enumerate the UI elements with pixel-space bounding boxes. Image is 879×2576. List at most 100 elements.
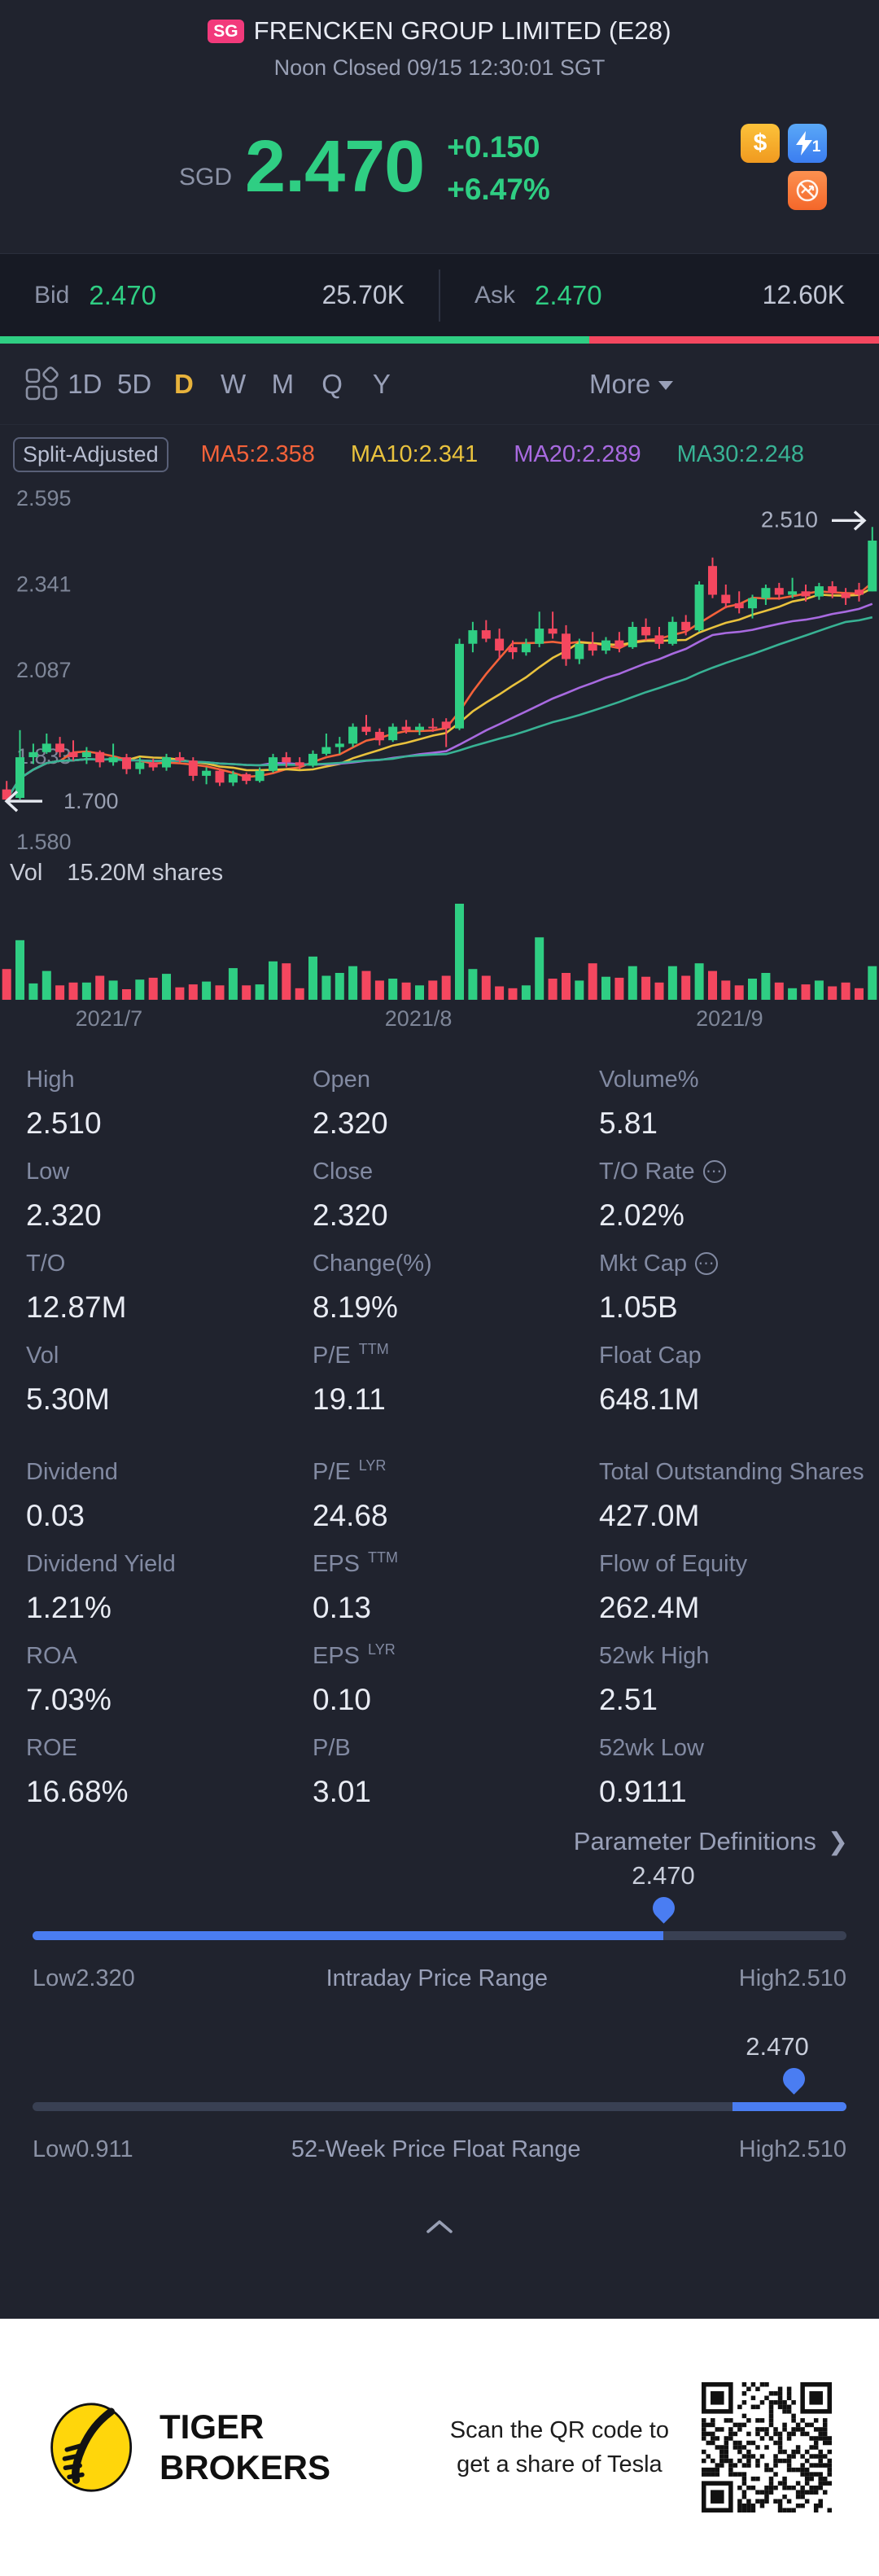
ma-legend-item: MA20:2.289 bbox=[514, 440, 641, 467]
tab-m[interactable]: M bbox=[271, 368, 295, 399]
parameter-definitions-link[interactable]: Parameter Definitions ❯ bbox=[0, 1827, 879, 1856]
tab-w[interactable]: W bbox=[221, 368, 247, 399]
tab-d[interactable]: D bbox=[173, 368, 194, 399]
flash-order-icon[interactable]: 1 bbox=[788, 124, 827, 163]
volume-bar bbox=[122, 989, 131, 1000]
chevron-down-icon bbox=[658, 381, 674, 390]
high-price-marker-label: 2.510 bbox=[761, 506, 818, 532]
candle-body bbox=[548, 629, 558, 634]
tab-y[interactable]: Y bbox=[372, 368, 391, 399]
split-adjusted-pill[interactable]: Split-Adjusted bbox=[13, 436, 168, 472]
stat-value: 2.02% bbox=[599, 1198, 684, 1232]
volume-bar bbox=[601, 976, 610, 1000]
stat-value: 0.13 bbox=[313, 1591, 372, 1624]
stat-roe: ROE 16.68% bbox=[26, 1735, 313, 1827]
candle-body bbox=[588, 643, 597, 651]
candle-body bbox=[562, 633, 571, 659]
52wk-price-marker bbox=[778, 2063, 810, 2095]
volume-bar bbox=[521, 985, 531, 1000]
52wk-range-title: 52-Week Price Float Range bbox=[291, 2136, 581, 2162]
candle-body bbox=[721, 594, 731, 603]
volume-bar bbox=[667, 966, 677, 1000]
chevron-right-icon: ❯ bbox=[827, 1828, 848, 1855]
change-percent: +6.47% bbox=[447, 173, 550, 206]
volume-bar bbox=[148, 977, 158, 1000]
bid-ratio-segment bbox=[0, 336, 589, 344]
stat-label-superscript: TTM bbox=[358, 1341, 389, 1357]
volume-bar bbox=[55, 985, 65, 1000]
stat-value: 2.320 bbox=[313, 1198, 388, 1232]
stat-value: 5.30M bbox=[26, 1382, 110, 1416]
prev-close-marker-label: 1.700 bbox=[63, 789, 119, 813]
candle-body bbox=[81, 751, 91, 757]
volume-bar bbox=[108, 980, 118, 1000]
volume-bar bbox=[42, 970, 51, 1000]
stats-grid: High 2.510 Open 2.320 Volume% 5.81 Low 2.320 Clo… bbox=[0, 1039, 879, 1827]
collapse-panel-button[interactable] bbox=[0, 2190, 879, 2263]
x-axis-tick: 2021/8 bbox=[384, 1006, 453, 1031]
bid-size: 25.70K bbox=[321, 280, 405, 309]
candle-body bbox=[388, 726, 398, 741]
footer-banner: TIGER BROKERS Scan the QR code to get a … bbox=[0, 2319, 879, 2576]
stat-label-text: Low bbox=[26, 1159, 70, 1185]
brand-line1: TIGER bbox=[160, 2407, 265, 2447]
bid-price: 2.470 bbox=[89, 279, 156, 310]
candle-body bbox=[628, 627, 637, 647]
candle-body bbox=[295, 762, 304, 766]
price-chart[interactable]: 2.595 2.341 2.087 1.833 1.580 2.510 1.700 bbox=[0, 484, 879, 854]
candle-body bbox=[361, 726, 371, 732]
candle-body bbox=[774, 588, 784, 595]
intraday-slider-track bbox=[33, 1931, 846, 1940]
stat-value: 648.1M bbox=[599, 1382, 700, 1416]
volume-bar bbox=[242, 985, 251, 1000]
volume-chart[interactable] bbox=[0, 894, 879, 1005]
volume-bar bbox=[654, 982, 664, 1000]
volume-bar bbox=[188, 984, 198, 1000]
period-tabs: 1D 5D D W M Q Y bbox=[60, 369, 406, 400]
tab-more[interactable]: More bbox=[406, 369, 856, 400]
volume-bar bbox=[68, 982, 78, 1000]
volume-bar bbox=[15, 940, 24, 1000]
header: SG FRENCKEN GROUP LIMITED (E28) Noon Clo… bbox=[0, 0, 879, 81]
no-day-trade-icon[interactable] bbox=[788, 171, 827, 210]
volume-bar bbox=[548, 979, 558, 1000]
stat-value: 2.320 bbox=[313, 1106, 388, 1140]
candle-body bbox=[175, 757, 185, 761]
chevron-up-icon bbox=[426, 2220, 453, 2233]
stat-volume-: Volume% 5.81 bbox=[599, 1067, 879, 1159]
quote-section: SGD 2.470 +0.150 +6.47% $ 1 bbox=[0, 81, 879, 253]
crossed-arrow-icon bbox=[796, 179, 819, 202]
intraday-slider-fill bbox=[33, 1931, 663, 1940]
intraday-current-price: 2.470 bbox=[632, 1861, 695, 1890]
ask-side[interactable]: Ask 2.470 12.60K bbox=[440, 280, 879, 311]
info-ellipsis-icon[interactable]: ⋯ bbox=[694, 1252, 718, 1275]
tab-q[interactable]: Q bbox=[321, 368, 343, 399]
candle-body bbox=[521, 643, 531, 653]
volume-bar bbox=[855, 988, 864, 1000]
y-axis-tick: 2.087 bbox=[16, 658, 72, 682]
volume-bar bbox=[401, 982, 411, 1000]
candle-body bbox=[15, 757, 24, 798]
stat-total-outstanding-shares: Total Outstanding Shares 427.0M bbox=[599, 1459, 879, 1551]
info-ellipsis-icon[interactable]: ⋯ bbox=[702, 1160, 726, 1183]
volume-bar bbox=[135, 979, 145, 1000]
last-price: 2.470 bbox=[245, 125, 425, 208]
candle-body bbox=[748, 598, 757, 609]
candle-body bbox=[468, 630, 478, 644]
stat-label-text: EPS bbox=[313, 1643, 361, 1669]
bid-side[interactable]: Bid 2.470 25.70K bbox=[0, 280, 439, 311]
candle-body bbox=[814, 586, 824, 597]
stat-value: 2.320 bbox=[26, 1198, 102, 1232]
volume-bar bbox=[575, 980, 584, 1000]
ma-legend: MA5:2.358 MA10:2.341 MA20:2.289 MA30:2.248 bbox=[201, 441, 804, 468]
candle-body bbox=[401, 726, 411, 730]
candle-body bbox=[68, 751, 78, 757]
tab-5d[interactable]: 5D bbox=[117, 368, 152, 399]
52wk-price-range-slider: 2.470 Low0.911 52-Week Price Float Range… bbox=[33, 2027, 846, 2190]
dollar-feature-icon[interactable]: $ bbox=[741, 124, 780, 163]
candle-body bbox=[708, 566, 717, 595]
stat-low: Low 2.320 bbox=[26, 1159, 313, 1251]
chart-type-grid-icon[interactable] bbox=[23, 366, 60, 403]
tab-1d[interactable]: 1D bbox=[68, 368, 103, 399]
